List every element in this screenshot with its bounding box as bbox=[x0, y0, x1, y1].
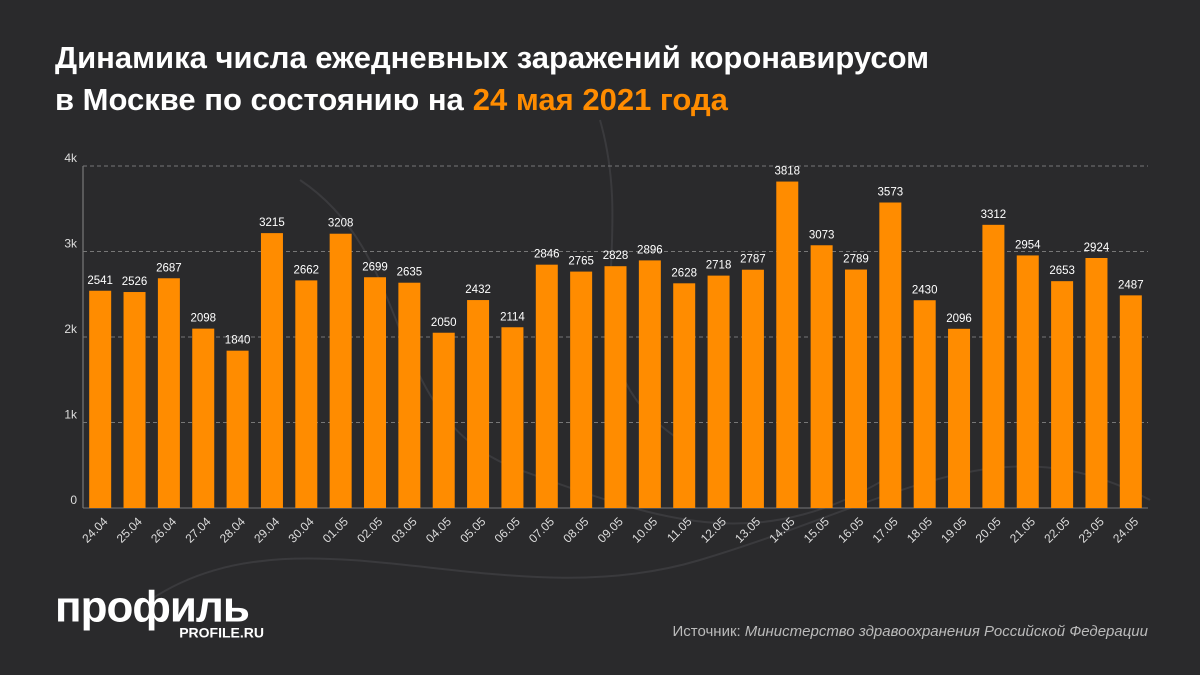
value-label: 2114 bbox=[500, 311, 525, 323]
bar bbox=[226, 350, 249, 508]
bar bbox=[879, 202, 902, 509]
bar bbox=[948, 328, 971, 508]
bar bbox=[467, 300, 490, 508]
bar bbox=[432, 332, 455, 508]
bar bbox=[776, 181, 799, 508]
bar bbox=[604, 266, 627, 508]
value-label: 3818 bbox=[774, 166, 800, 178]
bar bbox=[1051, 281, 1074, 508]
value-label: 2789 bbox=[843, 254, 869, 266]
bar bbox=[1119, 295, 1142, 508]
bar bbox=[1016, 255, 1039, 508]
value-label: 3312 bbox=[981, 209, 1007, 221]
value-label: 2635 bbox=[397, 267, 423, 279]
bar bbox=[123, 292, 146, 508]
value-label: 2718 bbox=[706, 260, 732, 272]
value-label: 2954 bbox=[1015, 239, 1041, 251]
y-tick-label: 1k bbox=[64, 408, 78, 422]
source-text: Министерство здравоохранения Российской … bbox=[745, 623, 1149, 640]
value-label: 3215 bbox=[259, 217, 285, 229]
source-label: Источник: bbox=[673, 623, 741, 640]
value-label: 3208 bbox=[328, 218, 354, 230]
bar bbox=[89, 290, 112, 508]
value-label: 2662 bbox=[294, 264, 320, 276]
bar bbox=[295, 280, 318, 508]
value-label: 2787 bbox=[740, 254, 766, 266]
value-label: 3573 bbox=[878, 187, 904, 199]
value-label: 2096 bbox=[946, 313, 972, 325]
value-label: 2541 bbox=[87, 275, 113, 287]
bar bbox=[844, 269, 867, 508]
title-line: в Москве по состоянию на 24 мая 2021 года bbox=[55, 82, 729, 117]
value-label: 2526 bbox=[122, 276, 148, 288]
bar bbox=[913, 300, 936, 508]
bar bbox=[982, 224, 1005, 508]
value-label: 2924 bbox=[1084, 242, 1110, 254]
bar bbox=[364, 277, 387, 508]
value-label: 3073 bbox=[809, 229, 835, 241]
value-label: 2628 bbox=[671, 267, 697, 279]
value-label: 2765 bbox=[568, 256, 594, 268]
bar bbox=[707, 275, 730, 508]
value-label: 1840 bbox=[225, 335, 251, 347]
value-label: 2050 bbox=[431, 317, 457, 329]
bar bbox=[329, 233, 352, 508]
title-date: 24 мая 2021 года bbox=[473, 82, 729, 117]
bar bbox=[398, 282, 421, 508]
value-label: 2846 bbox=[534, 249, 560, 261]
value-label: 2687 bbox=[156, 262, 182, 274]
value-label: 2699 bbox=[362, 261, 388, 273]
bar bbox=[638, 260, 661, 508]
value-label: 2487 bbox=[1118, 279, 1144, 291]
bar bbox=[570, 271, 593, 508]
y-tick-label: 4k bbox=[64, 151, 78, 165]
y-tick-label: 2k bbox=[64, 322, 78, 336]
logo: профиль bbox=[55, 583, 249, 632]
bar bbox=[1085, 257, 1108, 508]
bar bbox=[157, 278, 180, 508]
bar bbox=[810, 245, 833, 509]
source: Источник: Министерство здравоохранения Ро… bbox=[673, 623, 1149, 640]
value-label: 2430 bbox=[912, 284, 938, 296]
bar bbox=[673, 283, 696, 508]
bar bbox=[260, 233, 283, 508]
value-label: 2432 bbox=[465, 284, 491, 296]
bar bbox=[501, 327, 524, 508]
y-tick-label: 3k bbox=[64, 237, 78, 251]
bar bbox=[192, 328, 215, 508]
bar bbox=[535, 264, 558, 508]
bar bbox=[741, 269, 764, 508]
logo-site: PROFILE.RU bbox=[179, 625, 264, 641]
y-tick-label: 0 bbox=[70, 493, 77, 507]
title-line-text: в Москве по состоянию на bbox=[55, 82, 465, 117]
title-line: Динамика числа ежедневных заражений коро… bbox=[55, 40, 929, 75]
value-label: 2098 bbox=[190, 313, 216, 325]
value-label: 2653 bbox=[1049, 265, 1075, 277]
value-label: 2828 bbox=[603, 250, 629, 262]
value-label: 2896 bbox=[637, 244, 663, 256]
